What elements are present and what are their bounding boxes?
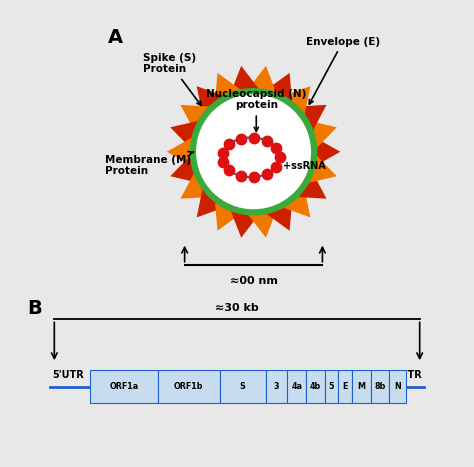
Polygon shape bbox=[260, 73, 292, 109]
Polygon shape bbox=[181, 166, 217, 198]
Polygon shape bbox=[167, 134, 199, 170]
Text: 5'UTR: 5'UTR bbox=[52, 370, 84, 380]
FancyBboxPatch shape bbox=[371, 370, 389, 403]
FancyBboxPatch shape bbox=[352, 370, 371, 403]
Polygon shape bbox=[214, 73, 247, 109]
Text: 3: 3 bbox=[274, 382, 280, 391]
Polygon shape bbox=[309, 134, 340, 170]
Polygon shape bbox=[228, 66, 264, 100]
Text: 5: 5 bbox=[329, 382, 334, 391]
Polygon shape bbox=[276, 86, 310, 122]
Polygon shape bbox=[244, 66, 279, 100]
Text: 8b: 8b bbox=[374, 382, 386, 391]
Text: ≈30 kb: ≈30 kb bbox=[215, 303, 259, 313]
Polygon shape bbox=[197, 86, 231, 122]
Polygon shape bbox=[197, 182, 231, 217]
Text: Nucleocapsid (N)
protein: Nucleocapsid (N) protein bbox=[206, 89, 307, 131]
Text: ORF1a: ORF1a bbox=[109, 382, 138, 391]
FancyBboxPatch shape bbox=[219, 370, 266, 403]
FancyBboxPatch shape bbox=[338, 370, 352, 403]
Text: +ssRNA: +ssRNA bbox=[283, 161, 326, 170]
Text: 4b: 4b bbox=[310, 382, 321, 391]
FancyBboxPatch shape bbox=[158, 370, 219, 403]
Text: Envelope (E): Envelope (E) bbox=[306, 36, 380, 104]
Text: ≈00 nm: ≈00 nm bbox=[229, 276, 277, 286]
Polygon shape bbox=[244, 204, 279, 238]
Polygon shape bbox=[260, 194, 292, 231]
Text: E: E bbox=[343, 382, 348, 391]
Polygon shape bbox=[228, 204, 264, 238]
FancyBboxPatch shape bbox=[266, 370, 288, 403]
Text: B: B bbox=[27, 299, 42, 318]
Polygon shape bbox=[290, 105, 327, 137]
FancyBboxPatch shape bbox=[389, 370, 406, 403]
Text: S: S bbox=[240, 382, 246, 391]
Text: M: M bbox=[357, 382, 365, 391]
Polygon shape bbox=[214, 194, 247, 231]
Polygon shape bbox=[276, 182, 310, 217]
Text: 4a: 4a bbox=[291, 382, 302, 391]
Polygon shape bbox=[290, 166, 327, 198]
Polygon shape bbox=[170, 119, 206, 154]
Polygon shape bbox=[301, 119, 337, 154]
Circle shape bbox=[191, 90, 316, 214]
Text: N: N bbox=[394, 382, 401, 391]
FancyBboxPatch shape bbox=[90, 370, 158, 403]
Polygon shape bbox=[301, 150, 337, 184]
Text: 3'UTR: 3'UTR bbox=[390, 370, 422, 380]
Text: Spike (S)
Protein: Spike (S) Protein bbox=[143, 53, 201, 106]
FancyBboxPatch shape bbox=[325, 370, 338, 403]
Polygon shape bbox=[170, 150, 206, 184]
Text: Membrane (M)
Protein: Membrane (M) Protein bbox=[105, 151, 194, 177]
Polygon shape bbox=[181, 105, 217, 137]
FancyBboxPatch shape bbox=[306, 370, 325, 403]
Text: A: A bbox=[108, 28, 123, 47]
FancyBboxPatch shape bbox=[288, 370, 306, 403]
Text: ORF1b: ORF1b bbox=[174, 382, 203, 391]
